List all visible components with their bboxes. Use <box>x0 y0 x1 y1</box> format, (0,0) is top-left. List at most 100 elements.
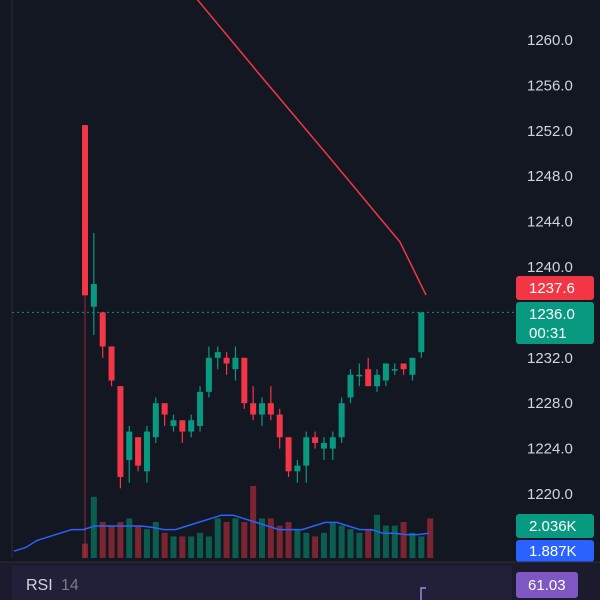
candle-body <box>250 403 257 415</box>
candle-body <box>409 357 416 375</box>
volume-bar <box>90 496 97 558</box>
candle-body <box>400 363 407 370</box>
volume-bar <box>365 529 372 558</box>
y-tick-label: 1248.0 <box>527 168 573 185</box>
candle-body <box>99 312 106 347</box>
volume-bar <box>214 518 221 558</box>
volume-bar <box>409 532 416 558</box>
candle-body <box>276 414 283 438</box>
candle-body <box>241 357 248 404</box>
candle-body <box>267 403 274 415</box>
candle-body <box>294 465 301 472</box>
price-tag-ma <box>516 276 594 300</box>
candle-body <box>197 391 204 426</box>
volume-bar <box>285 522 292 558</box>
candle-body <box>90 284 97 307</box>
candle-body <box>82 125 88 296</box>
volume-bar <box>338 525 345 558</box>
candle-body <box>179 420 186 432</box>
y-tick-label: 1256.0 <box>527 77 573 94</box>
volume-bar <box>152 522 159 558</box>
y-tick-label: 1224.0 <box>527 441 573 458</box>
volume-bar <box>276 525 283 558</box>
volume-tag <box>516 514 594 538</box>
volume-pane <box>13 486 434 558</box>
volume-bar <box>347 529 354 558</box>
volume-bar <box>312 536 319 558</box>
candle-body <box>126 431 133 460</box>
y-tick-label: 1244.0 <box>527 214 573 231</box>
y-tick-label: 1260.0 <box>527 32 573 49</box>
volume-bar <box>391 525 398 558</box>
volume-bar <box>232 518 239 558</box>
price-tag-last-label: 1236.0 <box>529 306 575 323</box>
candle-body <box>108 346 115 381</box>
candle-body <box>214 352 221 358</box>
volume-bar <box>99 522 106 558</box>
volume-bar <box>356 532 363 558</box>
volume-ma-tag <box>516 540 594 562</box>
price-tag-countdown: 00:31 <box>529 325 567 342</box>
candle-body <box>356 374 363 377</box>
candle-body <box>188 420 195 432</box>
volume-bar <box>161 532 168 558</box>
y-tick-label: 1240.0 <box>527 259 573 276</box>
candle-body <box>117 386 124 477</box>
volume-bar <box>418 536 425 558</box>
candle-body <box>205 357 212 392</box>
candle-body <box>329 437 336 449</box>
y-tick-label: 1228.0 <box>527 395 573 412</box>
volume-bar <box>135 525 142 558</box>
volume-bar <box>400 522 407 558</box>
candle-body <box>374 374 381 387</box>
candle-body <box>161 403 168 415</box>
candle-body <box>312 437 319 443</box>
volume-bar <box>188 536 195 558</box>
candle-body <box>143 431 150 472</box>
y-tick-label: 1232.0 <box>527 350 573 367</box>
volume-bar <box>303 532 310 558</box>
candle-body <box>152 403 159 438</box>
candle-body <box>223 357 230 364</box>
rsi-line <box>420 587 426 600</box>
candle-body <box>338 403 345 438</box>
volume-bar <box>179 536 186 558</box>
candle-body <box>320 442 327 449</box>
volume-bar <box>259 518 265 558</box>
price-tag-ma-label: 1237.6 <box>529 280 575 297</box>
volume-bar <box>294 529 301 558</box>
candle-body <box>285 437 292 472</box>
candle-body <box>382 363 389 381</box>
volume-ma-line <box>13 514 430 552</box>
volume-bar <box>108 525 115 558</box>
candle-body <box>347 374 354 398</box>
volume-bar <box>143 529 150 558</box>
volume-bar <box>320 532 327 558</box>
price-tags-layer: 1237.6 1236.0 00:31 2.036K 1.887K <box>516 276 594 562</box>
volume-bar <box>197 532 204 558</box>
volume-bar <box>329 522 336 558</box>
candle-body <box>365 369 372 387</box>
volume-bar <box>170 536 177 558</box>
volume-bar <box>241 522 248 558</box>
candle-body <box>303 437 310 466</box>
rsi-value-label: 61.03 <box>528 577 566 594</box>
volume-bar <box>374 514 381 558</box>
volume-bar <box>427 518 434 558</box>
volume-bar <box>223 522 230 558</box>
price-ma-line <box>196 0 427 296</box>
candle-body <box>418 312 425 353</box>
candle-body <box>232 357 239 370</box>
volume-tag-label: 2.036K <box>529 518 577 535</box>
price-tag-last <box>516 302 594 344</box>
volume-bar <box>126 518 133 558</box>
volume-bar <box>117 522 124 558</box>
candles-layer <box>82 125 425 558</box>
rsi-pane[interactable]: RSI 14 61.03 <box>0 561 600 600</box>
volume-bar <box>267 518 274 558</box>
rsi-value-tag <box>516 572 578 598</box>
candle-body <box>135 437 142 466</box>
moving-average-layer <box>12 0 514 313</box>
